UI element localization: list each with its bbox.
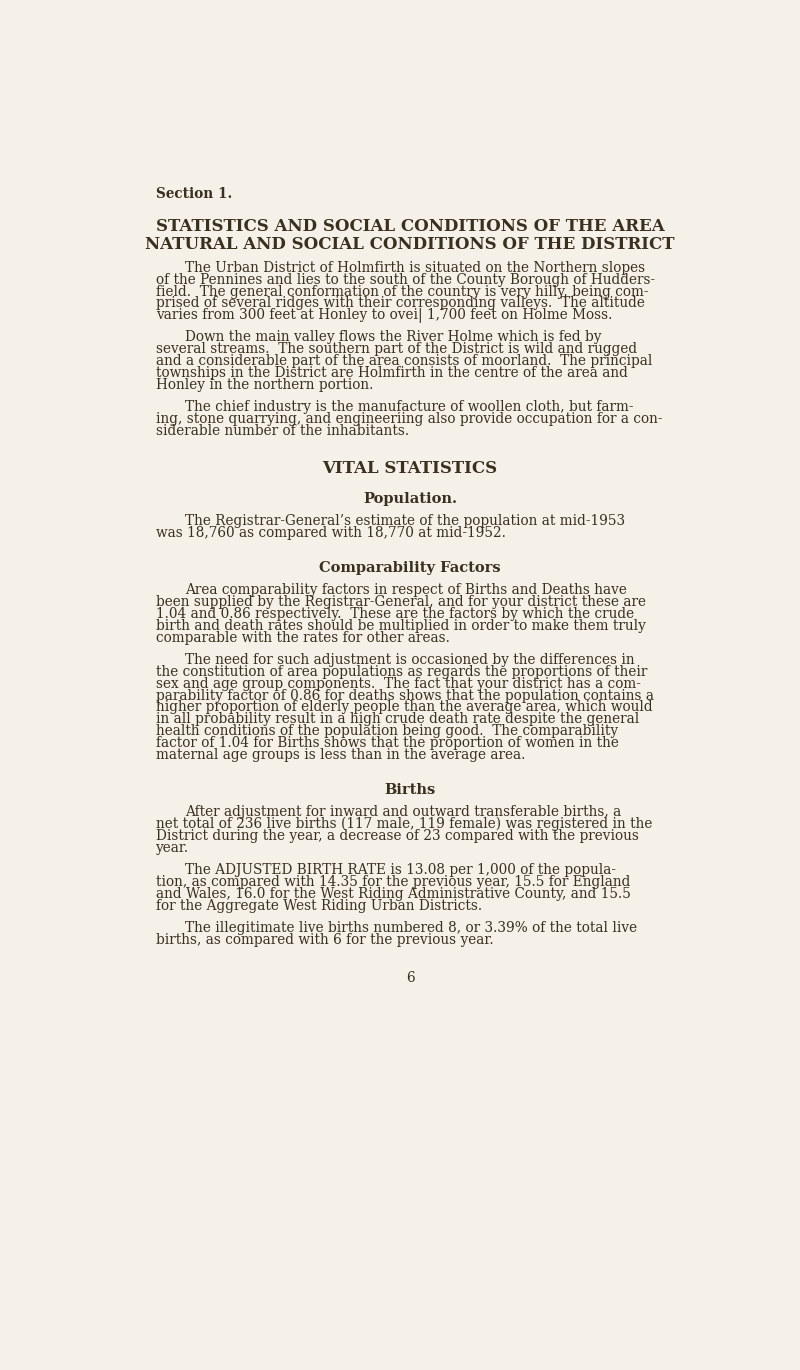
- Text: siderable number of the inhabitants.: siderable number of the inhabitants.: [156, 423, 409, 438]
- Text: After adjustment for inward and outward transferable births, a: After adjustment for inward and outward …: [186, 806, 622, 819]
- Text: NATURAL AND SOCIAL CONDITIONS OF THE DISTRICT: NATURAL AND SOCIAL CONDITIONS OF THE DIS…: [146, 236, 674, 252]
- Text: The chief industry is the manufacture of woollen cloth, but farm-: The chief industry is the manufacture of…: [186, 400, 634, 414]
- Text: varies from 300 feet at Honley to ovei| 1,700 feet on Holme Moss.: varies from 300 feet at Honley to ovei| …: [156, 308, 612, 323]
- Text: Section 1.: Section 1.: [156, 188, 232, 201]
- Text: prised of several ridges with their corresponding valleys.  The altitude: prised of several ridges with their corr…: [156, 296, 645, 311]
- Text: in all probability result in a high crude death rate despite the general: in all probability result in a high crud…: [156, 712, 639, 726]
- Text: The illegitimate live births numbered 8, or 3.39% of the total live: The illegitimate live births numbered 8,…: [186, 921, 638, 934]
- Text: and a considerable part of the area consists of moorland.  The principal: and a considerable part of the area cons…: [156, 355, 652, 369]
- Text: birth and death rates should be multiplied in order to make them truly: birth and death rates should be multipli…: [156, 619, 646, 633]
- Text: The Urban District of Holmfirth is situated on the Northern slopes: The Urban District of Holmfirth is situa…: [186, 260, 646, 274]
- Text: and Wales, 16.0 for the West Riding Administrative County, and 15.5: and Wales, 16.0 for the West Riding Admi…: [156, 886, 630, 900]
- Text: Down the main valley flows the River Holme which is fed by: Down the main valley flows the River Hol…: [186, 330, 602, 344]
- Text: Honley in the northern portion.: Honley in the northern portion.: [156, 378, 373, 392]
- Text: year.: year.: [156, 841, 189, 855]
- Text: for the Aggregate West Riding Urban Districts.: for the Aggregate West Riding Urban Dist…: [156, 899, 482, 912]
- Text: VITAL STATISTICS: VITAL STATISTICS: [322, 460, 498, 478]
- Text: Population.: Population.: [363, 492, 457, 507]
- Text: parability factor of 0.86 for deaths shows that the population contains a: parability factor of 0.86 for deaths sho…: [156, 689, 654, 703]
- Text: 1.04 and 0.86 respectively.  These are the factors by which the crude: 1.04 and 0.86 respectively. These are th…: [156, 607, 634, 621]
- Text: 6: 6: [406, 971, 414, 985]
- Text: several streams.  The southern part of the District is wild and rugged: several streams. The southern part of th…: [156, 342, 637, 356]
- Text: townships in the District are Holmfirth in the centre of the area and: townships in the District are Holmfirth …: [156, 366, 628, 379]
- Text: was 18,760 as compared with 18,770 at mid-1952.: was 18,760 as compared with 18,770 at mi…: [156, 526, 506, 540]
- Text: of the Pennines and lies to the south of the County Borough of Hudders-: of the Pennines and lies to the south of…: [156, 273, 655, 286]
- Text: ing, stone quarrying, and engineeriing also provide occupation for a con-: ing, stone quarrying, and engineeriing a…: [156, 412, 662, 426]
- Text: been supplied by the Registrar-General, and for your district these are: been supplied by the Registrar-General, …: [156, 595, 646, 608]
- Text: comparable with the rates for other areas.: comparable with the rates for other area…: [156, 630, 450, 645]
- Text: The Registrar-General’s estimate of the population at mid-1953: The Registrar-General’s estimate of the …: [186, 514, 626, 529]
- Text: health conditions of the population being good.  The comparability: health conditions of the population bein…: [156, 725, 618, 738]
- Text: The need for such adjustment is occasioned by the differences in: The need for such adjustment is occasion…: [186, 652, 635, 667]
- Text: higher proportion of elderly people than the average area, which would: higher proportion of elderly people than…: [156, 700, 653, 714]
- Text: The ADJUSTED BIRTH RATE is 13.08 per 1,000 of the popula-: The ADJUSTED BIRTH RATE is 13.08 per 1,0…: [186, 863, 616, 877]
- Text: Comparability Factors: Comparability Factors: [319, 562, 501, 575]
- Text: factor of 1.04 for Births shows that the proportion of women in the: factor of 1.04 for Births shows that the…: [156, 736, 618, 751]
- Text: STATISTICS AND SOCIAL CONDITIONS OF THE AREA: STATISTICS AND SOCIAL CONDITIONS OF THE …: [156, 218, 664, 236]
- Text: the constitution of area populations as regards the proportions of their: the constitution of area populations as …: [156, 664, 647, 678]
- Text: births, as compared with 6 for the previous year.: births, as compared with 6 for the previ…: [156, 933, 494, 947]
- Text: field.  The general conformation of the country is very hilly, being com-: field. The general conformation of the c…: [156, 285, 648, 299]
- Text: Area comparability factors in respect of Births and Deaths have: Area comparability factors in respect of…: [186, 584, 627, 597]
- Text: tion, as compared with 14.35 for the previous year, 15.5 for England: tion, as compared with 14.35 for the pre…: [156, 875, 630, 889]
- Text: net total of 236 live births (117 male, 119 female) was registered in the: net total of 236 live births (117 male, …: [156, 817, 652, 832]
- Text: maternal age groups is less than in the average area.: maternal age groups is less than in the …: [156, 748, 525, 762]
- Text: Births: Births: [384, 784, 436, 797]
- Text: District during the year, a decrease of 23 compared with the previous: District during the year, a decrease of …: [156, 829, 638, 843]
- Text: sex and age group components.  The fact that your district has a com-: sex and age group components. The fact t…: [156, 677, 641, 690]
